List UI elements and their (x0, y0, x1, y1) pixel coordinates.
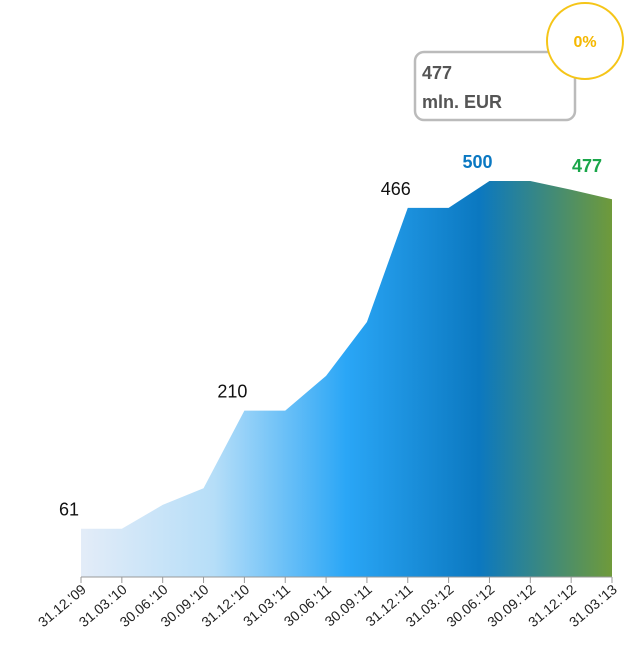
callout-box (413, 50, 577, 122)
callout-unit: mln. EUR (422, 92, 502, 112)
value-label: 466 (381, 179, 411, 199)
value-label: 477 (572, 156, 602, 176)
value-label: 210 (217, 382, 247, 402)
badge-circle (546, 2, 624, 80)
value-label: 61 (59, 500, 79, 520)
badge-text: 0% (573, 34, 596, 51)
callout-value: 477 (422, 63, 452, 83)
area (81, 181, 612, 577)
value-label: 500 (462, 152, 492, 172)
